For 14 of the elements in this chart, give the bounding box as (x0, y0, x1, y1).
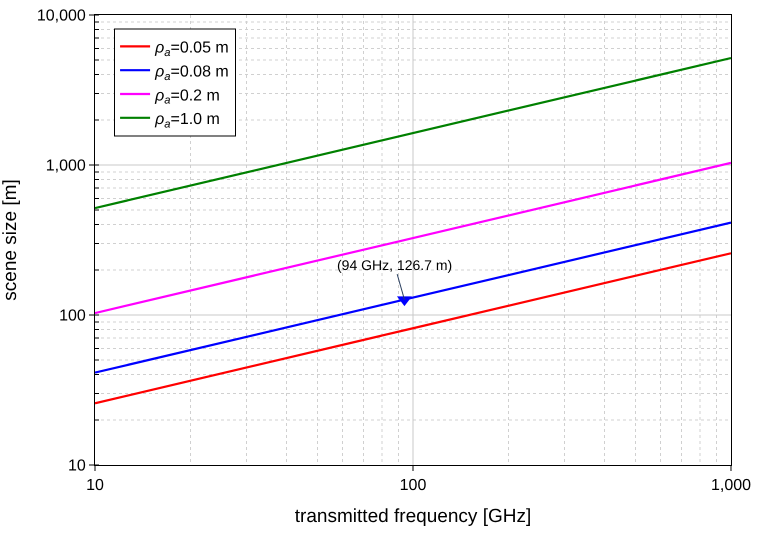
legend-label: ρ$_{a}$=0.2 m (154, 87, 220, 107)
x-tick-label: 1,000 (710, 477, 752, 494)
legend-label: ρ$_{a}$=1.0 m (154, 111, 220, 130)
y-tick-label: 10 (68, 458, 86, 475)
y-tick-label: 1,000 (46, 158, 86, 175)
x-tick-label: 10 (86, 477, 104, 494)
annotation: (94 GHz, 126.7 m) (337, 257, 452, 273)
x-tick-label: 100 (400, 477, 426, 494)
y-tick-label: 100 (59, 308, 86, 325)
legend-label: ρ$_{a}$=0.05 m (154, 40, 229, 59)
legend-label: ρ$_{a}$=0.08 m (154, 63, 229, 83)
x-axis-title: transmitted frequency [GHz] (294, 506, 532, 527)
y-tick-label: 10,000 (36, 8, 86, 25)
y-axis-title: scene size [m] (0, 179, 21, 301)
